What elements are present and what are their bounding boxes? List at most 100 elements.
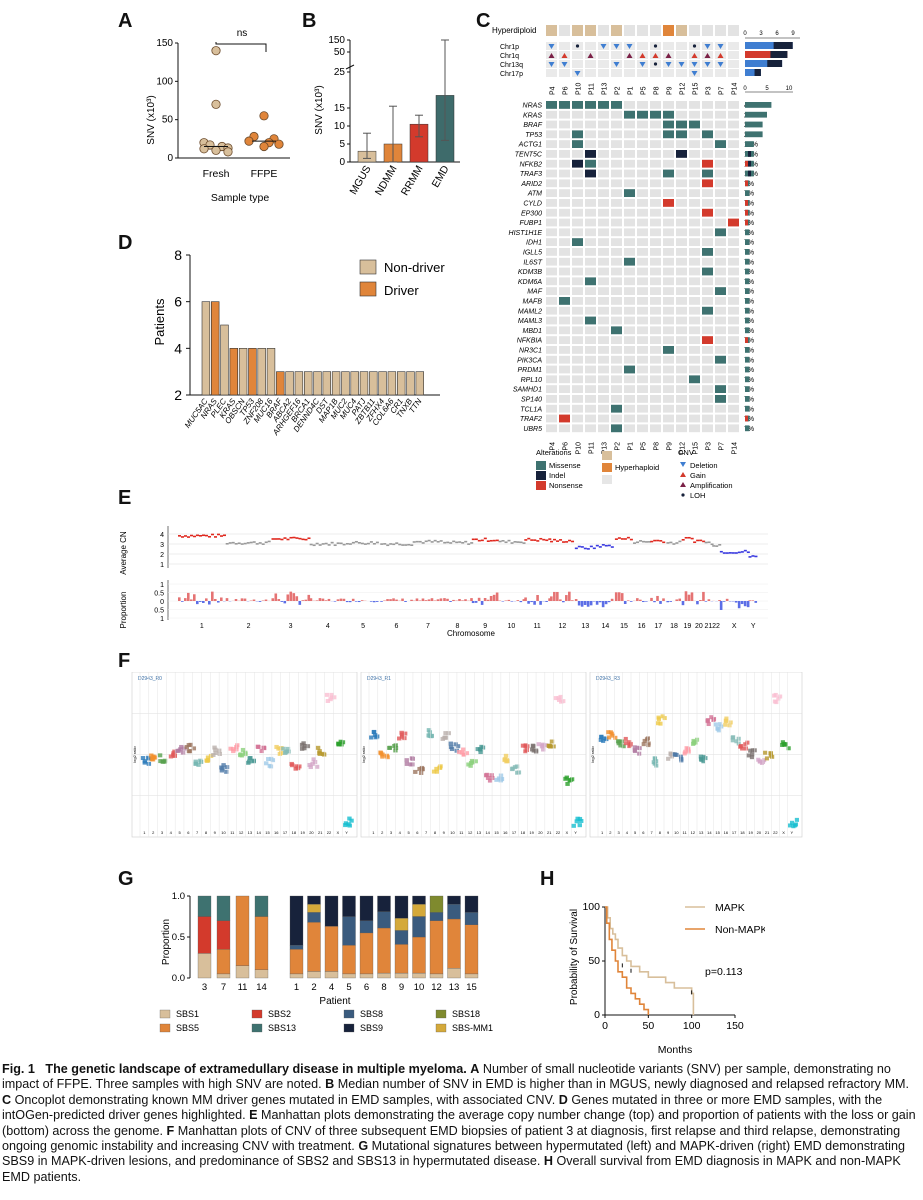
proportion-bar xyxy=(252,599,256,601)
cnv-points xyxy=(286,749,291,754)
oncoplot-cell xyxy=(728,248,739,256)
cnv-points xyxy=(789,820,795,825)
cnv-cell xyxy=(585,60,596,68)
mutation-cell xyxy=(611,101,622,109)
deletion-mark xyxy=(678,62,685,67)
oncoplot-cell xyxy=(611,228,622,237)
proportion-bar xyxy=(725,598,729,601)
cn-segment xyxy=(246,542,250,544)
mutation-cell xyxy=(676,120,687,129)
cn-segment xyxy=(565,541,569,543)
cnv-points xyxy=(404,761,410,766)
x-tick-label: 13 xyxy=(449,982,460,993)
oncoplot-cell xyxy=(624,316,635,325)
proportion-bar xyxy=(309,598,313,601)
cnv-points xyxy=(632,745,637,750)
deletion-mark xyxy=(626,44,633,49)
cnv-points xyxy=(666,756,671,761)
cnv-points xyxy=(443,731,448,736)
chrom-label: 21 xyxy=(547,830,552,835)
cnv-points xyxy=(142,759,148,764)
oncoplot-cell xyxy=(637,297,648,305)
proportion-bar xyxy=(507,599,511,601)
oncoplot-cell xyxy=(676,248,687,256)
oncoplot-cell xyxy=(585,404,596,413)
hyperdiploid-cell xyxy=(585,25,596,36)
proportion-bar xyxy=(607,601,611,603)
chrom-label: 13 xyxy=(248,830,253,835)
cnv-points xyxy=(427,733,432,738)
cn-segment xyxy=(234,543,238,545)
legend-swatch xyxy=(602,463,612,472)
oncoplot-cell xyxy=(546,199,557,207)
gene-freq-bar xyxy=(745,249,750,255)
cnv-points xyxy=(683,749,688,754)
cnv-points xyxy=(328,697,333,702)
proportion-bar xyxy=(392,598,395,601)
oncoplot-cell xyxy=(728,336,739,344)
cn-segment xyxy=(718,544,722,546)
oncoplot-cell xyxy=(650,316,661,325)
y-tick-label: 150 xyxy=(156,38,173,49)
oncoplot-cell xyxy=(650,365,661,374)
proportion-bar xyxy=(722,601,726,602)
proportion-bar xyxy=(360,600,364,601)
cnv-points xyxy=(489,773,494,778)
cnv-points xyxy=(448,745,454,750)
data-point xyxy=(259,141,269,152)
cnv-points xyxy=(609,731,614,736)
bar xyxy=(322,371,331,396)
oncoplot-cell xyxy=(728,140,739,148)
oncoplot-cell xyxy=(702,316,713,325)
oncoplot-cell xyxy=(585,306,596,315)
chromosome-label: 8 xyxy=(456,623,460,630)
gene-label: ACTG1 xyxy=(518,142,542,149)
y-tick-label: 2 xyxy=(174,387,182,403)
oncoplot-cell xyxy=(611,316,622,325)
oncoplot-cell xyxy=(728,110,739,119)
oncoplot-cell xyxy=(585,414,596,423)
cn-segment xyxy=(702,540,706,543)
oncoplot-cell xyxy=(637,404,648,413)
cnv-points xyxy=(270,758,276,763)
oncoplot-cell xyxy=(559,238,570,246)
cnv-points xyxy=(745,740,750,745)
proportion-bar xyxy=(446,598,449,601)
cnv-points xyxy=(719,724,724,729)
oncoplot-cell xyxy=(676,179,687,188)
proportion-bar xyxy=(474,601,478,603)
cnv-points xyxy=(399,734,405,739)
cnv-points xyxy=(727,723,732,728)
mutation-cell xyxy=(572,159,583,168)
gain-mark xyxy=(548,53,555,58)
patient-label-bottom: P12 xyxy=(680,442,687,455)
caption-fig: Fig. 1 xyxy=(2,1062,35,1076)
stacked-bar-segment xyxy=(307,912,321,923)
cnv-points xyxy=(380,754,385,759)
chrom-label: 3 xyxy=(390,830,393,835)
cn-segment xyxy=(418,540,422,543)
oncoplot-cell xyxy=(689,287,700,295)
cn-segment xyxy=(354,540,358,543)
cnv-points xyxy=(224,769,229,774)
stacked-bar-segment xyxy=(447,968,461,979)
cnv-points xyxy=(392,744,397,749)
chrom-label: 19 xyxy=(529,830,534,835)
cn-segment xyxy=(398,543,402,546)
oncoplot-cell xyxy=(676,355,687,364)
hyperdiploid-cell xyxy=(689,25,700,36)
bar xyxy=(201,301,211,396)
cnv-points xyxy=(480,745,486,750)
oncoplot-cell xyxy=(572,414,583,423)
top-axis-label: 6 xyxy=(775,31,779,37)
cnv-points xyxy=(571,823,576,828)
mutation-cell xyxy=(637,110,648,119)
oncoplot-cell xyxy=(676,346,687,354)
oncoplot-cell xyxy=(546,346,557,354)
data-point xyxy=(259,111,269,121)
y-tick-label: 10 xyxy=(334,121,346,132)
gene-freq-bar-nonsense xyxy=(745,180,748,187)
cn-segment xyxy=(181,536,184,538)
oncoplot-cell xyxy=(572,150,583,158)
cnv-points xyxy=(434,766,439,771)
